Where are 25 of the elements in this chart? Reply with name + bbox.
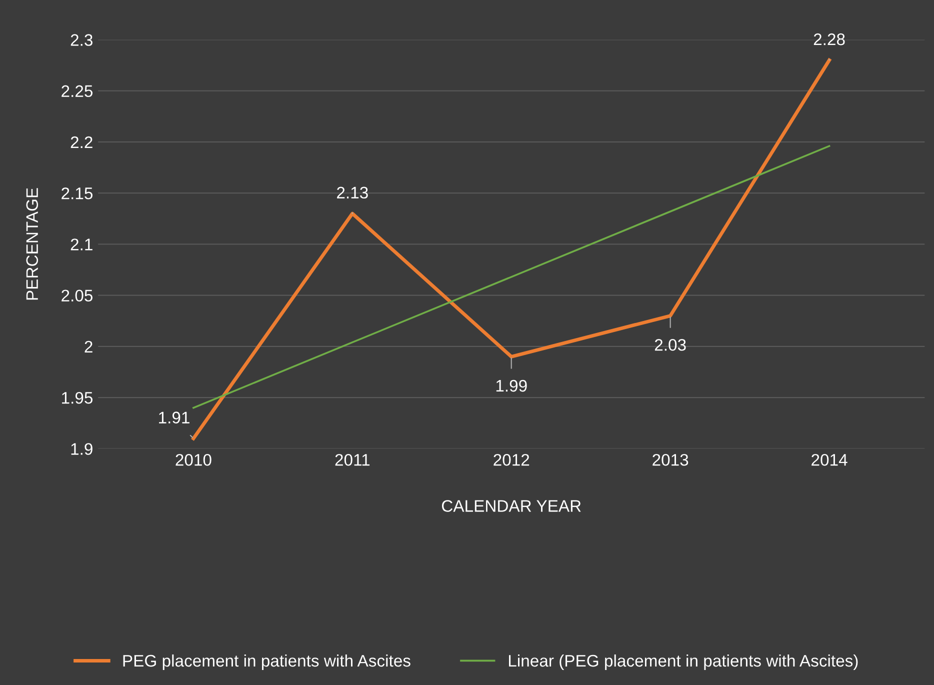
line-series bbox=[192, 145, 830, 409]
x-tick-label: 2011 bbox=[335, 454, 370, 466]
data-label: 1.91 bbox=[159, 412, 190, 424]
legend-label: Linear (PEG placement in patients with Ascites) bbox=[509, 654, 858, 670]
line-series bbox=[192, 58, 832, 440]
x-tick-label: 2014 bbox=[812, 454, 848, 466]
y-tick-label: 2.25 bbox=[62, 85, 93, 98]
data-label: 1.99 bbox=[496, 380, 527, 392]
y-tick-label: 2 bbox=[84, 340, 92, 352]
y-tick-label: 2.2 bbox=[70, 136, 92, 148]
y-axis-title: PERCENTAGE bbox=[26, 188, 38, 300]
y-tick-label: 2.1 bbox=[70, 238, 92, 250]
x-tick-label: 2013 bbox=[652, 454, 688, 466]
y-tick-label: 2.3 bbox=[70, 34, 92, 46]
y-tick-label: 2.15 bbox=[62, 187, 93, 200]
y-tick-label: 1.9 bbox=[71, 443, 92, 455]
x-tick-label: 2012 bbox=[494, 454, 530, 466]
data-label: 2.03 bbox=[654, 338, 686, 351]
legend-label: PEG placement in patients with Ascites bbox=[123, 654, 410, 670]
x-axis-title: CALENDAR YEAR bbox=[442, 500, 581, 512]
y-tick-label: 2.05 bbox=[62, 290, 93, 302]
data-label: 2.13 bbox=[337, 186, 368, 199]
x-tick-label: 2010 bbox=[176, 454, 212, 466]
y-tick-label: 1.95 bbox=[62, 392, 93, 404]
data-label: 2.28 bbox=[814, 33, 845, 46]
